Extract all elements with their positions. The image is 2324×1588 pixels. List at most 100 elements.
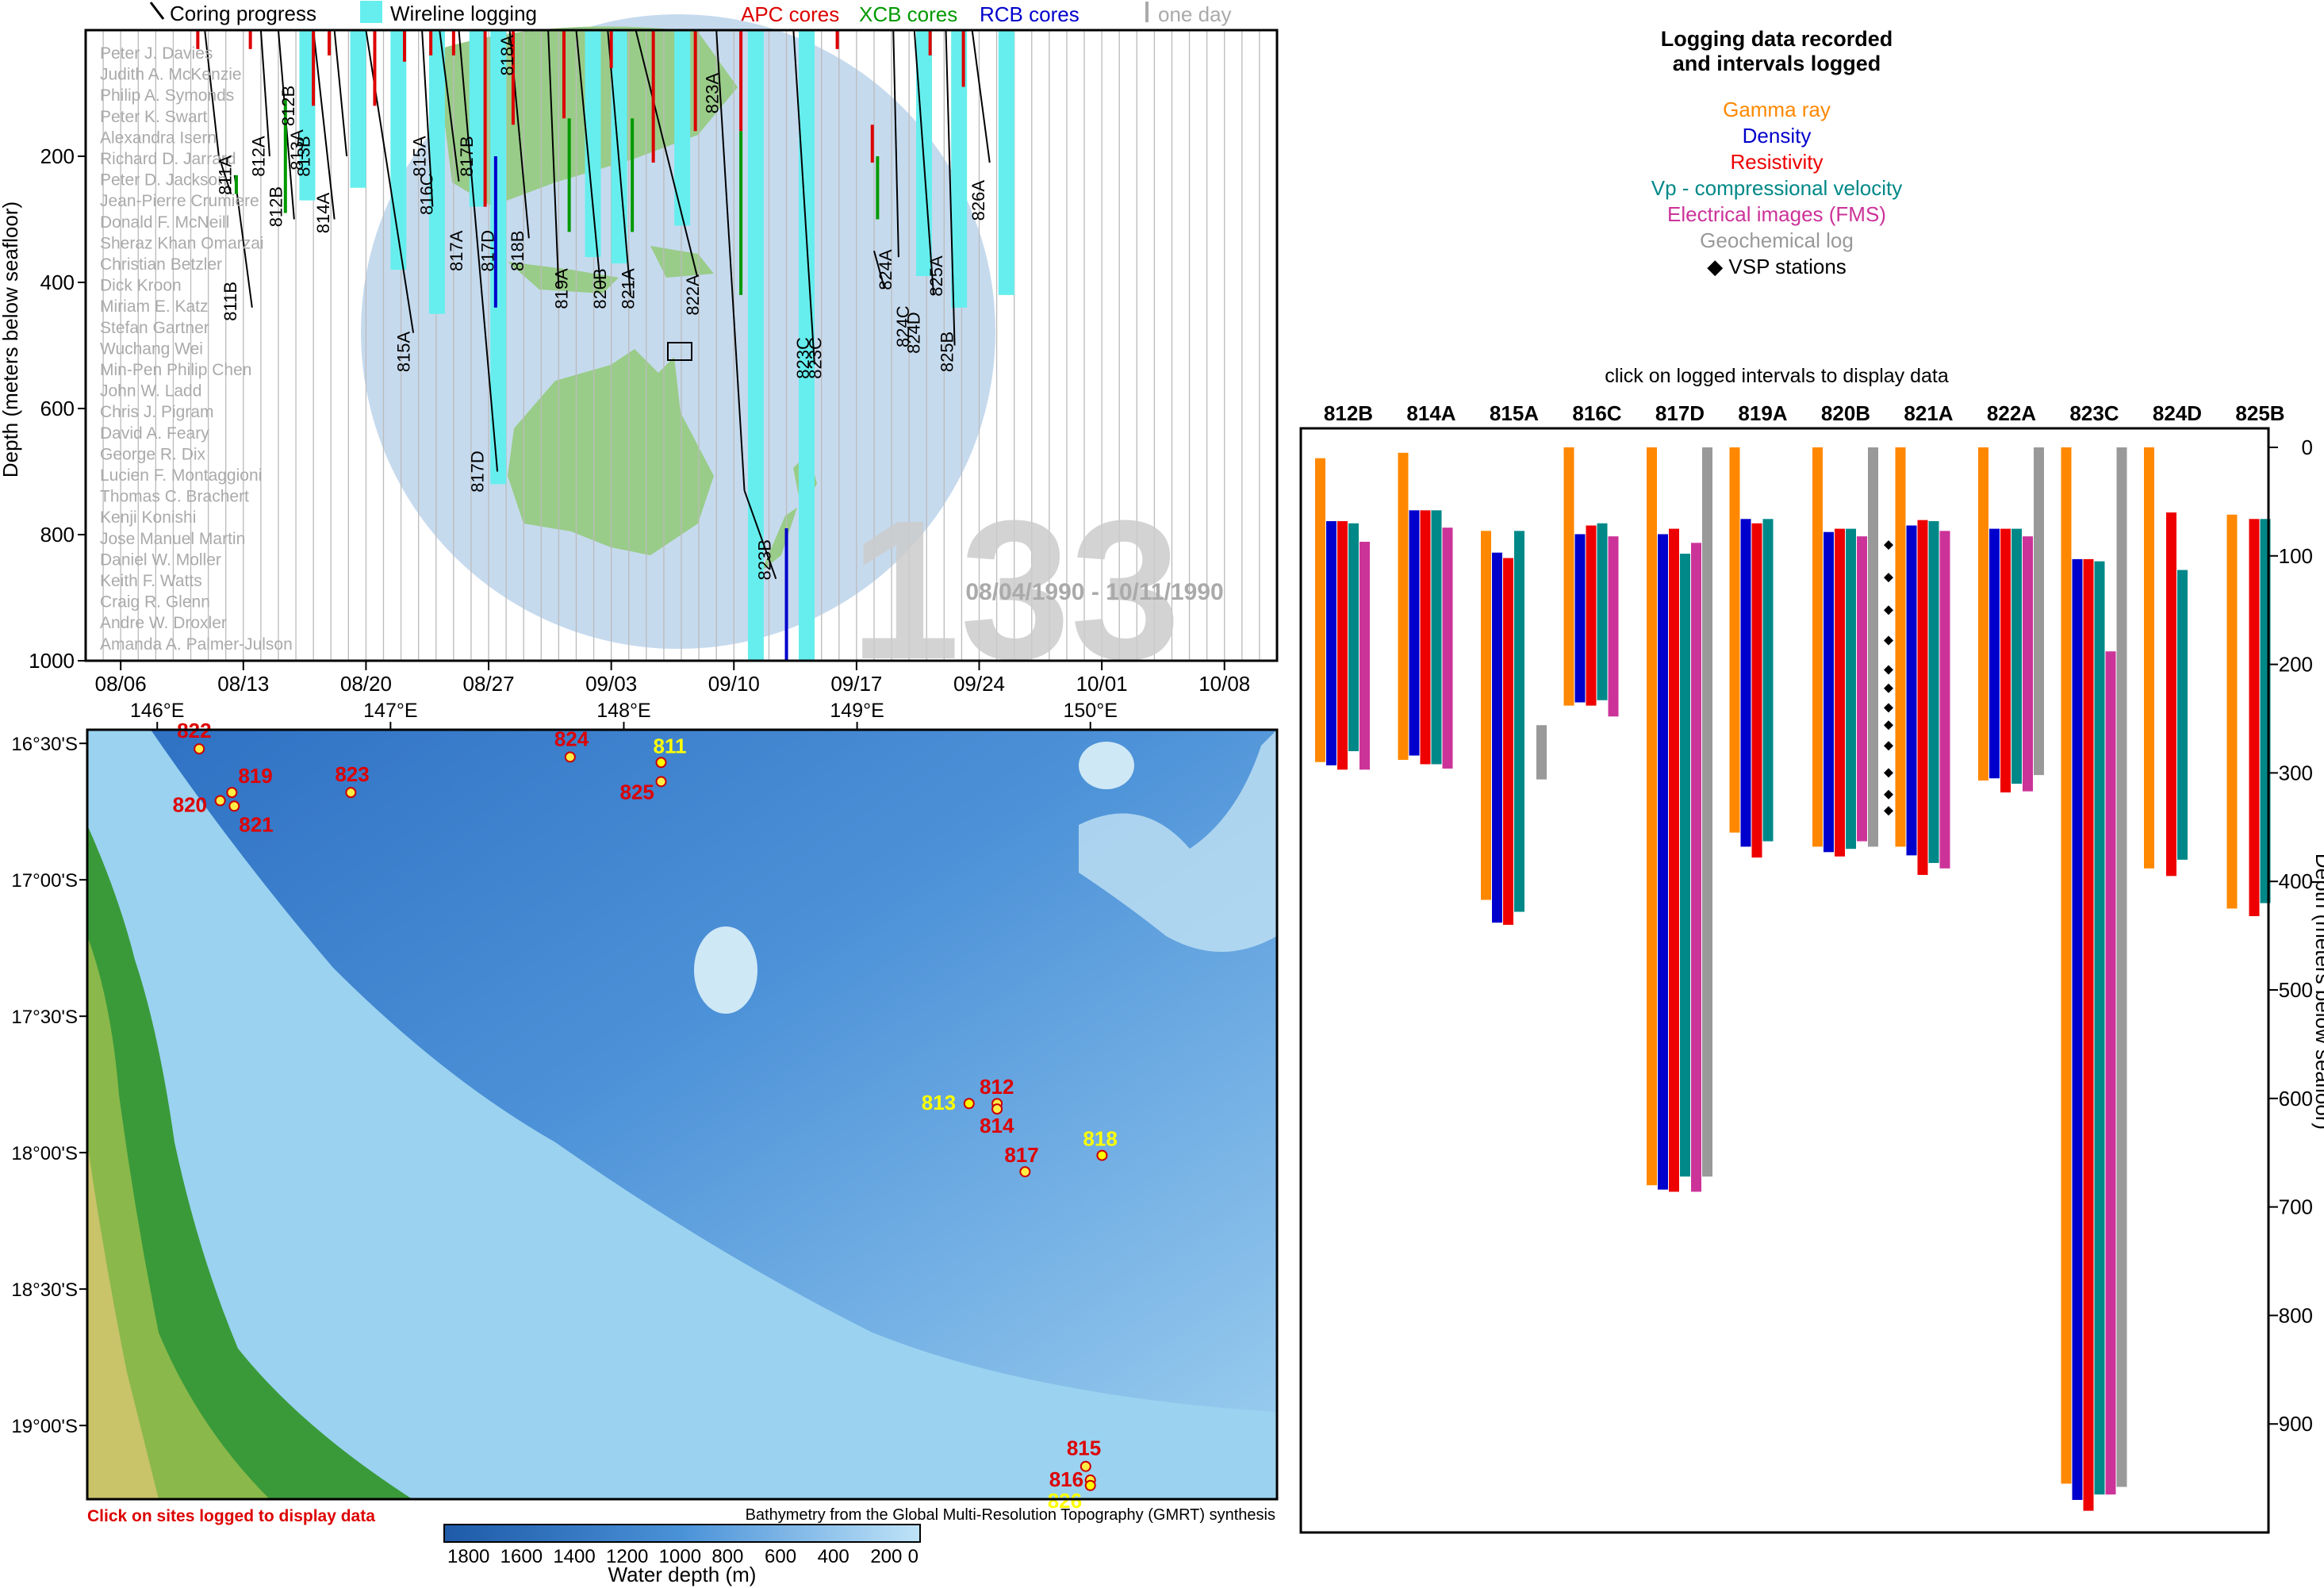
site-label[interactable]: 825 — [620, 780, 654, 804]
logged-interval-bar[interactable] — [1348, 523, 1359, 752]
site-marker[interactable] — [564, 751, 576, 763]
logged-interval-bar[interactable] — [1647, 447, 1657, 1186]
site-marker[interactable] — [991, 1103, 1003, 1115]
logged-interval-bar[interactable] — [1857, 536, 1867, 842]
wireline-interval[interactable] — [299, 30, 316, 201]
hole-label[interactable]: 820B — [590, 268, 610, 309]
site-label[interactable]: 811 — [654, 734, 687, 758]
hole-label[interactable]: 823C — [793, 337, 813, 379]
logged-interval-bar[interactable] — [1895, 447, 1906, 847]
wireline-interval[interactable] — [490, 30, 507, 485]
hole-label[interactable]: 825A — [926, 255, 946, 297]
hole-label[interactable]: 812B — [278, 86, 298, 126]
logged-interval-bar[interactable] — [2072, 558, 2083, 1500]
logged-interval-bar[interactable] — [1608, 536, 1619, 717]
logged-interval-bar[interactable] — [1740, 519, 1751, 847]
logged-interval-bar[interactable] — [1691, 543, 1701, 1192]
hole-label[interactable]: 818B — [508, 231, 527, 271]
site-marker[interactable] — [345, 787, 357, 799]
hole-category-label[interactable]: 824D — [2153, 401, 2202, 425]
logged-interval-bar[interactable] — [2144, 447, 2154, 869]
logged-interval-bar[interactable] — [1680, 554, 1690, 1177]
wireline-interval[interactable] — [951, 30, 968, 308]
site-marker[interactable] — [655, 776, 667, 788]
logged-interval-bar[interactable] — [2226, 514, 2238, 909]
logged-interval-bar[interactable] — [1503, 558, 1513, 925]
logged-interval-bar[interactable] — [1906, 525, 1917, 856]
site-marker[interactable] — [214, 795, 226, 807]
logged-interval-bar[interactable] — [1398, 452, 1409, 760]
logged-interval-bar[interactable] — [2094, 561, 2105, 1495]
hole-label[interactable]: 817A — [447, 230, 466, 271]
hole-label[interactable]: 817D — [478, 230, 498, 272]
logged-intervals-chart[interactable]: 812B 814A 815A 816C 817D 819A 820B 821A 822A 823C… — [1285, 397, 2324, 1586]
hole-label[interactable]: 822A — [683, 274, 703, 316]
logged-interval-bar[interactable] — [1917, 520, 1928, 875]
wireline-interval[interactable] — [469, 30, 485, 207]
logged-interval-bar[interactable] — [1326, 521, 1336, 765]
logged-interval-bar[interactable] — [1420, 510, 1431, 765]
logged-interval-bar[interactable] — [2249, 519, 2260, 916]
hole-category-label[interactable]: 822A — [1987, 401, 2036, 425]
logged-interval-bar[interactable] — [1658, 534, 1668, 1190]
hole-label[interactable]: 823A — [702, 72, 722, 113]
logged-interval-bar[interactable] — [1939, 531, 1950, 869]
logged-interval-bar[interactable] — [1514, 531, 1524, 912]
logged-interval-bar[interactable] — [1989, 528, 2000, 779]
hole-label[interactable]: 813B — [294, 136, 314, 176]
logged-interval-bar[interactable] — [1315, 458, 1325, 762]
logged-interval-bar[interactable] — [2166, 512, 2176, 876]
hole-category-label[interactable]: 823C — [2069, 401, 2119, 425]
hole-category-label[interactable]: 816C — [1572, 401, 1621, 425]
hole-category-label[interactable]: 817D — [1655, 401, 1705, 425]
hole-label[interactable]: 823B — [755, 539, 775, 580]
hole-label[interactable]: 821A — [618, 268, 638, 309]
hole-label[interactable]: 816C — [416, 173, 436, 215]
logged-interval-bar[interactable] — [1574, 534, 1586, 703]
logged-interval-bar[interactable] — [1928, 521, 1939, 863]
hole-label[interactable]: 815A — [394, 331, 414, 372]
logged-interval-bar[interactable] — [1481, 531, 1491, 900]
site-marker[interactable] — [194, 743, 205, 755]
hole-label[interactable]: 812A — [248, 136, 268, 177]
wireline-logging-intervals[interactable] — [299, 30, 1014, 661]
logged-interval-bar[interactable] — [2034, 447, 2044, 776]
logged-interval-bar[interactable] — [2116, 447, 2127, 1487]
hole-label[interactable]: 825B — [937, 332, 957, 372]
logged-interval-bar[interactable] — [1597, 523, 1608, 700]
hole-label[interactable]: 815A — [410, 136, 430, 177]
logged-interval-bar[interactable] — [1835, 528, 1845, 857]
hole-category-label[interactable]: 825B — [2235, 401, 2284, 425]
site-marker[interactable] — [226, 787, 238, 799]
site-label[interactable]: 821 — [239, 812, 273, 836]
hole-label[interactable]: 812B — [266, 186, 286, 227]
site-map[interactable]: 146°E 147°E 148°E 149°E 150°E 82281982082182… — [0, 698, 1285, 1588]
logged-interval-bar[interactable] — [1536, 725, 1547, 780]
logged-interval-bar[interactable] — [1563, 447, 1574, 706]
hole-labels[interactable]: 811A811B812A812B812B813A813B814A815A815A… — [215, 35, 988, 581]
logged-interval-bar[interactable] — [2061, 447, 2072, 1484]
wireline-interval[interactable] — [998, 30, 1014, 295]
wireline-interval[interactable] — [674, 30, 691, 226]
hole-label[interactable]: 818A — [497, 35, 517, 76]
logged-interval-bar[interactable] — [1669, 528, 1679, 1192]
logged-interval-bar[interactable] — [1442, 527, 1453, 769]
wireline-interval[interactable] — [747, 30, 764, 661]
logged-interval-bar[interactable] — [1824, 531, 1834, 853]
logged-interval-bar[interactable] — [1492, 552, 1502, 923]
hole-label[interactable]: 817D — [467, 451, 487, 493]
site-marker[interactable] — [228, 800, 240, 812]
logged-interval-bar[interactable] — [1751, 523, 1762, 858]
site-marker[interactable] — [963, 1098, 975, 1110]
site-label[interactable]: 814 — [980, 1114, 1014, 1137]
site-marker[interactable] — [1084, 1479, 1096, 1491]
logged-interval-bar[interactable] — [1586, 525, 1597, 706]
hole-label[interactable]: 824C — [893, 305, 913, 347]
hole-label[interactable]: 824A — [876, 249, 895, 290]
site-label[interactable]: 823 — [335, 762, 369, 786]
logged-interval-bar[interactable] — [1409, 510, 1420, 756]
hole-label[interactable]: 824D — [903, 312, 923, 354]
logged-interval-bar[interactable] — [1868, 447, 1878, 847]
hole-label[interactable]: 811A — [215, 155, 235, 195]
site-marker[interactable] — [655, 757, 667, 769]
